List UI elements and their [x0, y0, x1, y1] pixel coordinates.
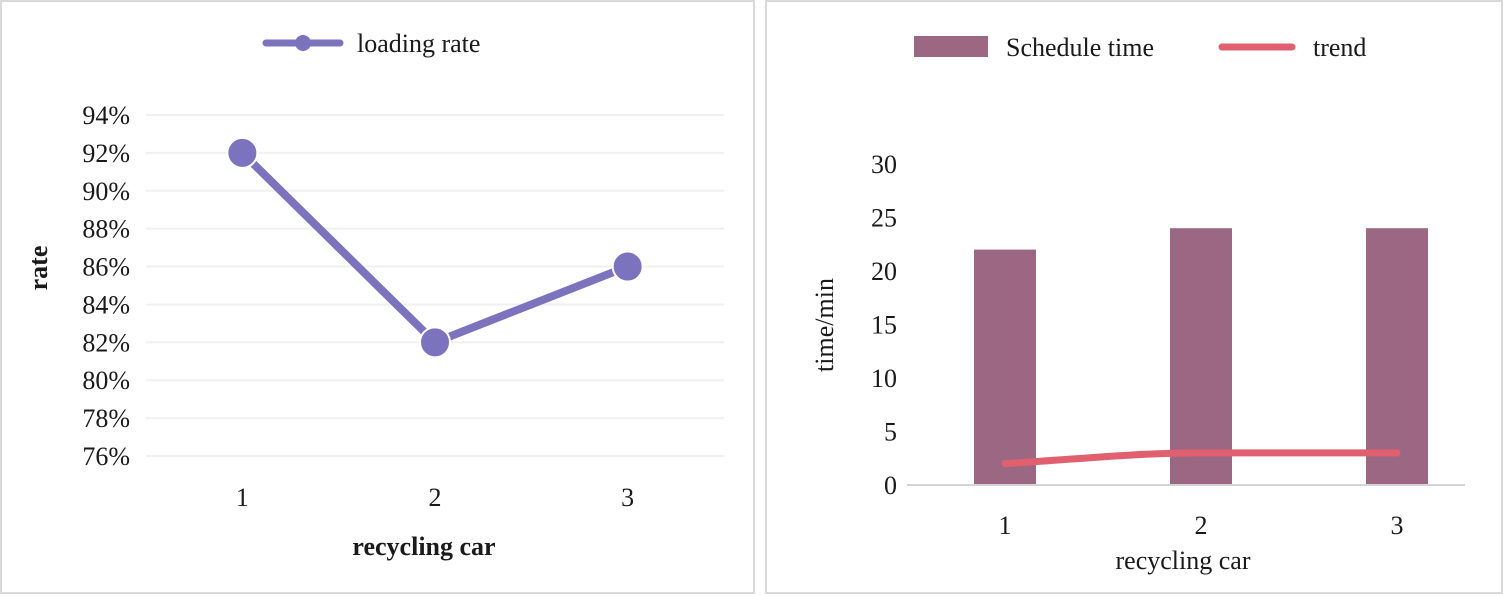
y-axis-title: rate: [24, 246, 53, 291]
legend-label-loading-rate: loading rate: [357, 29, 480, 58]
data-point: [611, 250, 644, 283]
bar-schedule-time: [1170, 228, 1232, 485]
y-tick-label: 0: [884, 471, 897, 500]
y-tick-label: 86%: [82, 253, 130, 282]
series-line-loading-rate: [238, 148, 632, 347]
x-axis-title: recycling car: [1116, 546, 1251, 575]
y-tick-label: 94%: [82, 101, 130, 130]
y-axis-title: time/min: [810, 278, 839, 372]
data-point: [419, 326, 451, 359]
x-tick-label: 1: [999, 511, 1012, 540]
bar-schedule-time: [1366, 228, 1428, 485]
y-tick-label: 78%: [82, 404, 130, 433]
y-tick-label: 20: [871, 257, 897, 286]
x-tick-label: 3: [621, 483, 634, 512]
legend-marker-loading-rate: [295, 35, 311, 51]
legend-label-trend: trend: [1313, 33, 1366, 62]
y-tick-label: 10: [871, 364, 897, 393]
y-tick-label: 30: [871, 150, 897, 179]
x-tick-label: 3: [1391, 511, 1404, 540]
y-tick-label: 25: [871, 204, 897, 233]
x-axis-title: recycling car: [352, 532, 495, 561]
y-tick-label: 76%: [82, 442, 130, 471]
bar-schedule-time: [974, 249, 1036, 485]
data-point: [226, 136, 259, 169]
schedule-time-chart: Schedule time trend 30 25 20 15 10 5 0 1 2 3 tim…: [810, 33, 1465, 575]
x-tick-label: 2: [1195, 511, 1208, 540]
y-tick-label: 5: [884, 418, 897, 447]
schedule-time-chart-panel: Schedule time trend 30 25 20 15 10 5 0 1 2 3 tim…: [765, 0, 1503, 594]
y-tick-label: 92%: [82, 139, 130, 168]
x-tick-label: 2: [429, 483, 442, 512]
loading-rate-chart: 94% 92% 90% 88% 86% 84% 82% 80% 78% 76% 1 2 3 loadi…: [24, 29, 724, 561]
y-tick-label: 90%: [82, 177, 130, 206]
y-tick-label: 80%: [82, 366, 130, 395]
y-tick-label: 84%: [82, 290, 130, 319]
y-tick-label: 15: [871, 311, 897, 340]
legend-label-schedule-time: Schedule time: [1006, 33, 1154, 62]
y-tick-label: 88%: [82, 215, 130, 244]
legend-swatch-schedule-time: [914, 36, 988, 57]
y-tick-label: 82%: [82, 328, 130, 357]
loading-rate-chart-panel: 94% 92% 90% 88% 86% 84% 82% 80% 78% 76% 1 2 3 loadi…: [0, 0, 755, 594]
series-line-trend: [1001, 449, 1401, 468]
x-tick-label: 1: [236, 483, 249, 512]
